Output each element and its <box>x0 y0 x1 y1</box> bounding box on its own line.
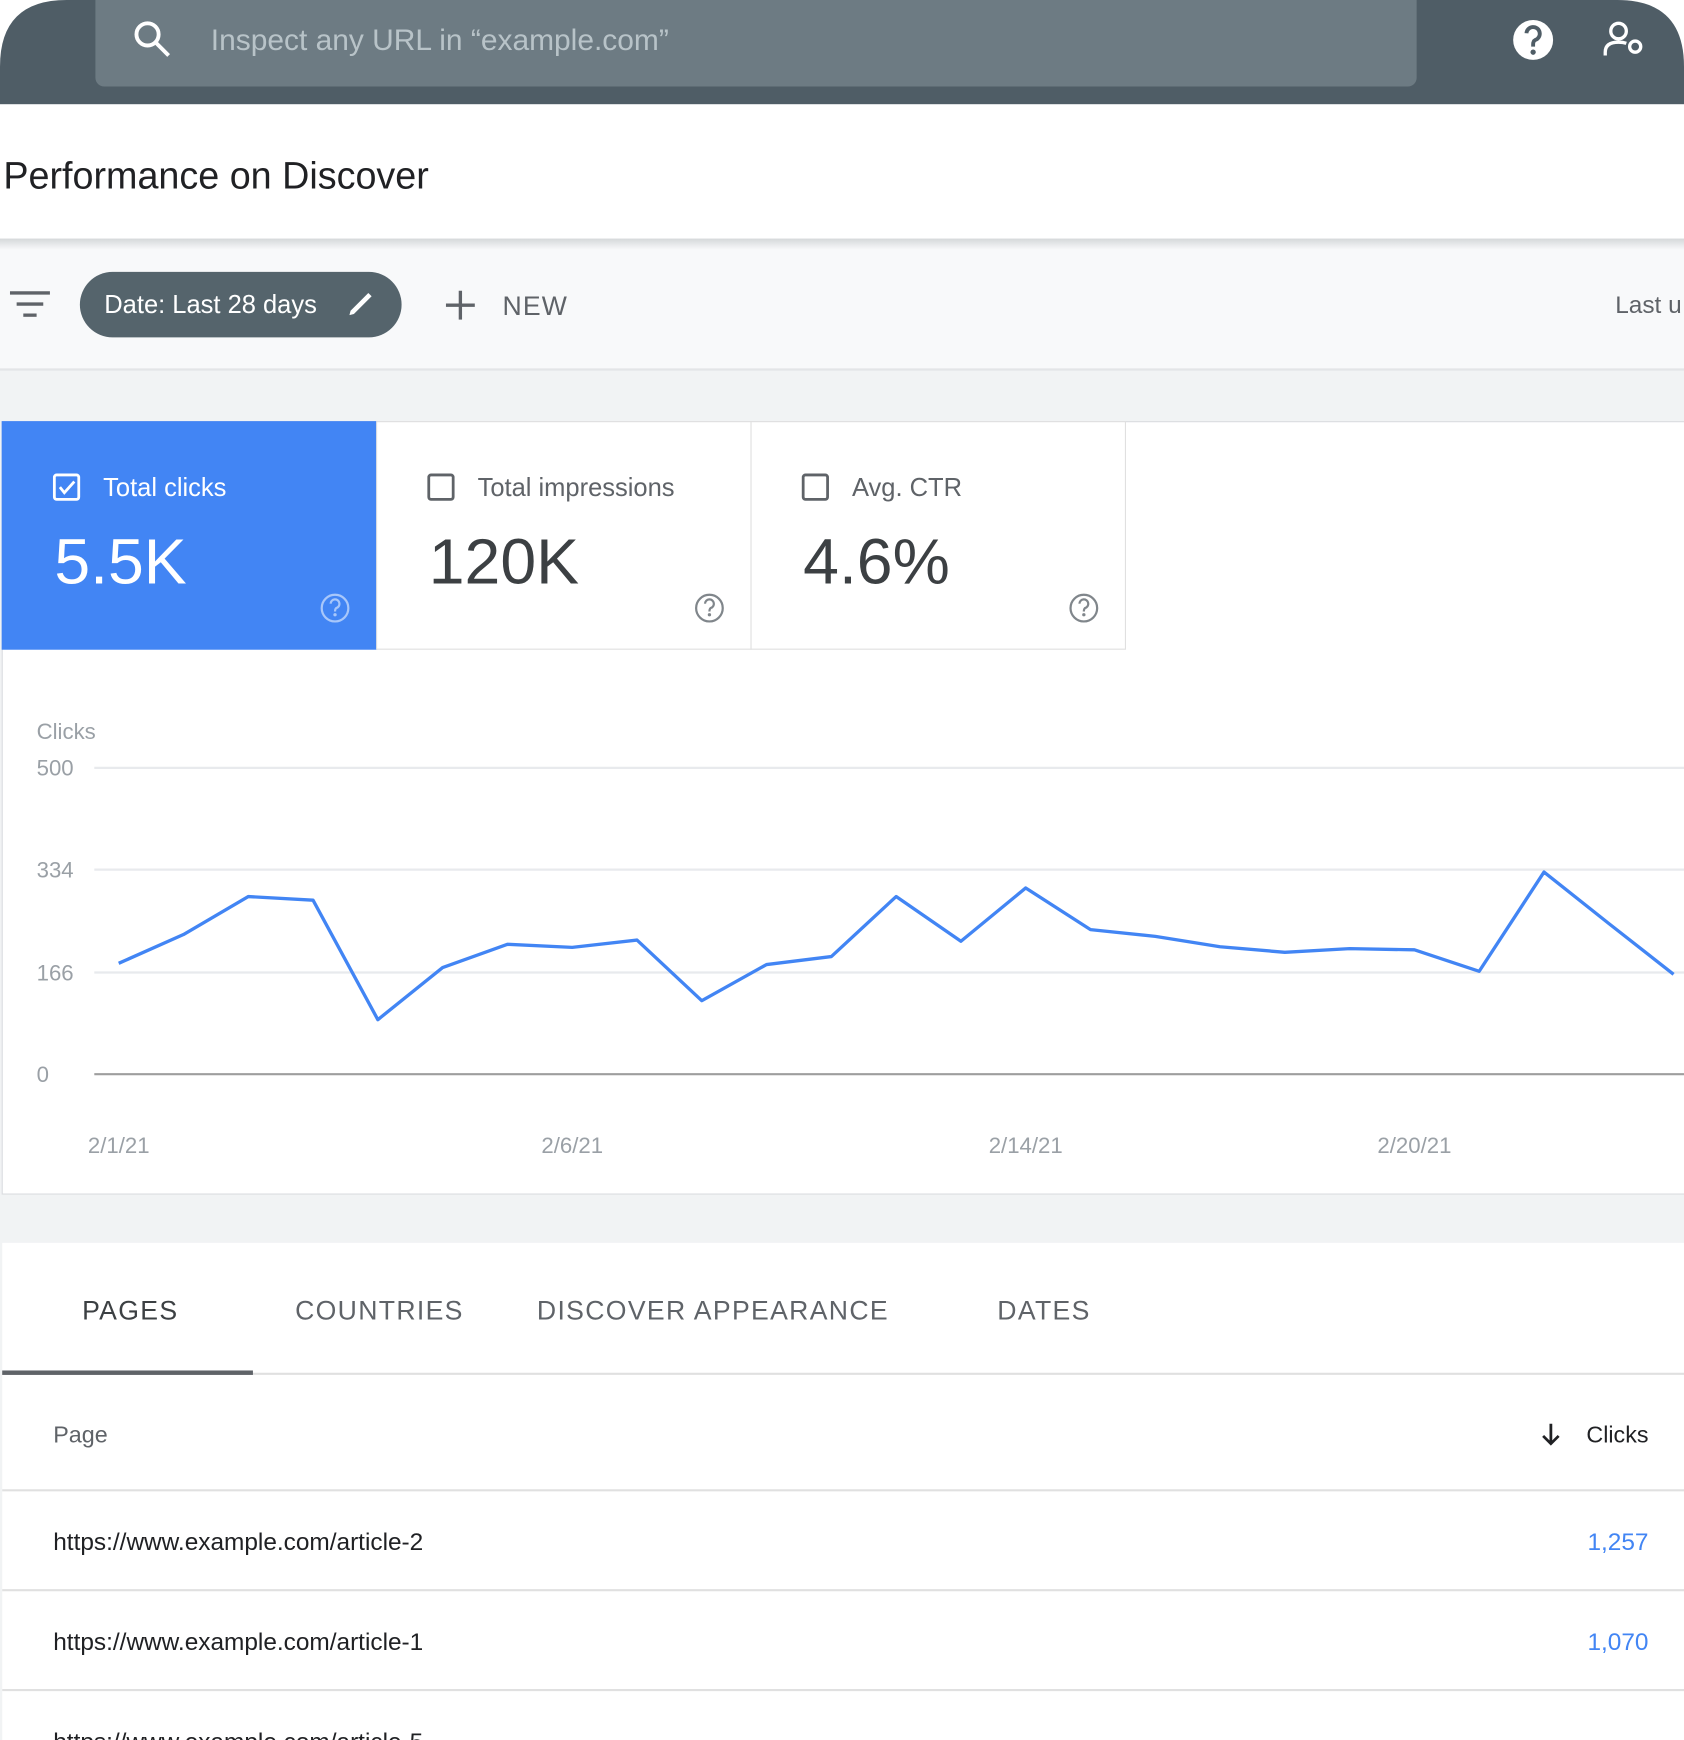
page-url[interactable]: https://www.example.com/article-5 <box>53 1729 423 1740</box>
last-updated: Last u <box>1615 292 1681 319</box>
column-header-clicks[interactable]: Clicks <box>1586 1422 1648 1448</box>
metric-checkbox[interactable] <box>427 473 455 501</box>
page-url[interactable]: https://www.example.com/article-1 <box>53 1629 423 1656</box>
y-tick-label: 334 <box>37 857 74 882</box>
y-tick-label: 500 <box>37 756 74 781</box>
metric-checkbox[interactable] <box>52 473 81 501</box>
title-area <box>0 104 1684 239</box>
x-tick-label: 2/20/21 <box>1377 1133 1451 1158</box>
metric-tile[interactable] <box>1 421 378 650</box>
help-dot <box>707 613 712 617</box>
metric-label: Total impressions <box>478 474 675 502</box>
y-axis-title: Clicks <box>37 719 96 744</box>
metric-checkbox[interactable] <box>801 473 829 501</box>
tab[interactable]: DISCOVER APPEARANCE <box>537 1295 889 1325</box>
column-header-page: Page <box>53 1422 107 1448</box>
edit-icon <box>349 292 372 316</box>
metric-tile[interactable] <box>750 421 1126 650</box>
tab[interactable]: DATES <box>997 1295 1090 1325</box>
metric-help-icon[interactable] <box>320 593 350 623</box>
account-settings-icon[interactable] <box>1603 21 1643 56</box>
metric-help-icon[interactable] <box>1069 593 1099 623</box>
help-dot <box>1082 613 1086 617</box>
metric-value: 120K <box>429 526 579 598</box>
metric-help-icon[interactable] <box>695 593 724 623</box>
search-placeholder: Inspect any URL in “example.com” <box>211 24 669 57</box>
date-filter-chip[interactable] <box>79 271 402 338</box>
toolbar-shadow <box>0 238 1684 250</box>
checkbox-check <box>58 480 76 495</box>
date-filter-label: Date: Last 28 days <box>104 291 317 319</box>
search-icon <box>134 21 170 57</box>
active-tab-indicator <box>2 1370 253 1375</box>
clicks-value: 1,257 <box>1587 1529 1648 1556</box>
tab[interactable]: COUNTRIES <box>295 1295 464 1325</box>
clicks-value: 1,070 <box>1587 1629 1648 1656</box>
help-glyph <box>329 598 341 612</box>
x-tick-label: 2/6/21 <box>541 1133 603 1158</box>
metric-value: 5.5K <box>54 526 186 598</box>
help-dot <box>333 613 337 617</box>
new-filter-button[interactable]: NEW <box>503 291 568 321</box>
plus-icon <box>445 290 475 320</box>
metric-label: Total clicks <box>103 474 226 502</box>
metric-label: Avg. CTR <box>852 474 962 502</box>
search-box[interactable] <box>95 0 1417 87</box>
y-tick-label: 0 <box>37 1062 49 1087</box>
x-tick-label: 2/14/21 <box>989 1133 1063 1158</box>
metric-tile[interactable] <box>376 421 752 650</box>
x-tick-label: 2/1/21 <box>88 1133 150 1158</box>
help-glyph <box>703 598 715 612</box>
clicks-line <box>118 870 1675 1022</box>
metric-value: 4.6% <box>803 526 950 598</box>
page-url[interactable]: https://www.example.com/article-2 <box>53 1529 423 1556</box>
tab[interactable]: PAGES <box>82 1295 178 1325</box>
help-icon[interactable] <box>1513 19 1554 60</box>
filter-icon[interactable] <box>9 291 50 317</box>
help-glyph <box>1078 598 1090 612</box>
page-title: Performance on Discover <box>3 155 428 197</box>
y-tick-label: 166 <box>37 960 74 985</box>
sort-arrow <box>1542 1423 1560 1446</box>
